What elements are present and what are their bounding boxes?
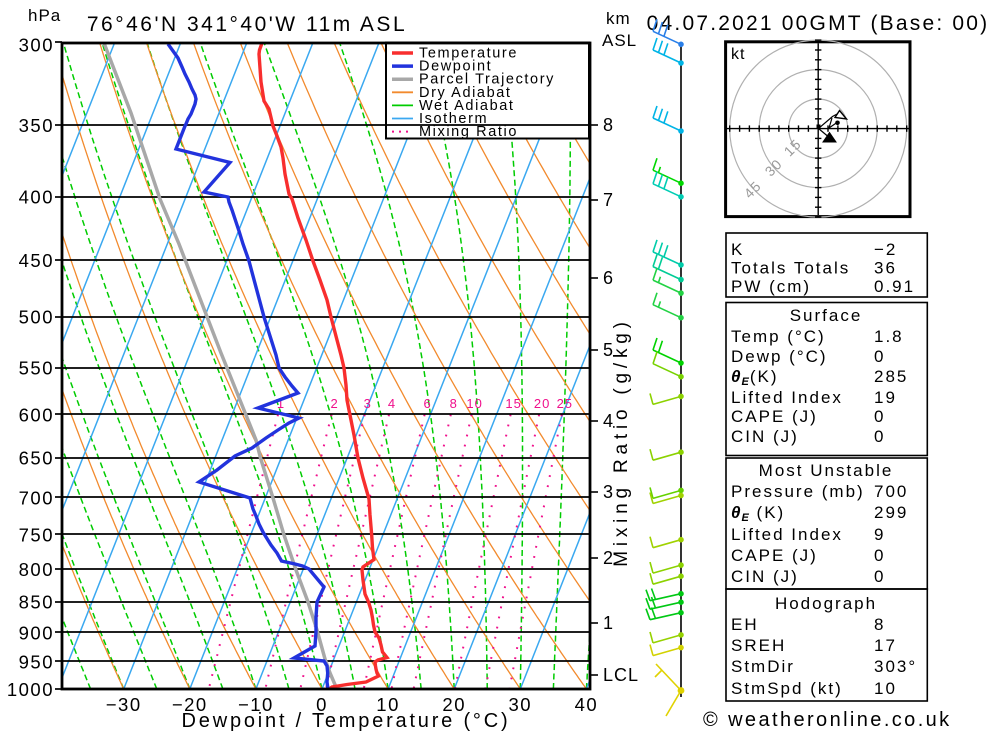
svg-text:Lifted Index: Lifted Index — [731, 388, 843, 407]
svg-text:PW (cm): PW (cm) — [731, 277, 811, 296]
svg-text:Temp (°C): Temp (°C) — [731, 327, 826, 346]
svg-text:500: 500 — [19, 307, 54, 328]
svg-text:8: 8 — [874, 615, 885, 634]
svg-text:Dewp (°C): Dewp (°C) — [731, 347, 828, 366]
svg-text:7: 7 — [603, 190, 614, 210]
svg-text:19: 19 — [874, 388, 897, 407]
svg-text:Parcel Trajectory: Parcel Trajectory — [419, 72, 555, 88]
svg-text:1: 1 — [603, 613, 614, 633]
svg-text:40: 40 — [575, 694, 599, 715]
svg-text:700: 700 — [19, 487, 54, 508]
svg-text:0: 0 — [874, 567, 885, 586]
svg-text:2: 2 — [330, 396, 338, 411]
svg-text:−30: −30 — [106, 694, 142, 715]
svg-text:Hodograph: Hodograph — [775, 594, 877, 613]
svg-text:SREH: SREH — [731, 636, 786, 655]
svg-text:1000: 1000 — [7, 679, 54, 700]
svg-text:Mixing Ratio: Mixing Ratio — [419, 124, 518, 140]
svg-text:K: K — [731, 240, 744, 259]
svg-text:800: 800 — [19, 559, 54, 580]
svg-text:8: 8 — [603, 115, 614, 135]
svg-text:0: 0 — [874, 427, 885, 446]
svg-text:600: 600 — [19, 405, 54, 426]
svg-text:15: 15 — [505, 396, 521, 411]
svg-text:Dry Adiabat: Dry Adiabat — [419, 85, 512, 101]
svg-text:θE (K): θE (K) — [731, 503, 785, 524]
svg-text:04.07.2021 00GMT (Base: 00): 04.07.2021 00GMT (Base: 00) — [647, 12, 990, 35]
svg-text:0: 0 — [874, 347, 885, 366]
svg-text:StmSpd (kt): StmSpd (kt) — [731, 679, 843, 698]
svg-text:0: 0 — [874, 407, 885, 426]
svg-text:850: 850 — [19, 592, 54, 613]
svg-text:Isotherm: Isotherm — [419, 111, 488, 127]
svg-text:Surface: Surface — [790, 306, 863, 325]
svg-text:10: 10 — [874, 679, 897, 698]
svg-text:36: 36 — [874, 259, 897, 278]
svg-text:8: 8 — [450, 396, 458, 411]
svg-text:3: 3 — [603, 482, 614, 502]
svg-text:950: 950 — [19, 651, 54, 672]
svg-text:6: 6 — [423, 396, 431, 411]
svg-text:900: 900 — [19, 622, 54, 643]
svg-text:© weatheronline.co.uk: © weatheronline.co.uk — [703, 709, 952, 731]
svg-text:285: 285 — [874, 367, 908, 386]
svg-text:CAPE (J): CAPE (J) — [731, 407, 818, 426]
svg-text:0: 0 — [316, 694, 328, 715]
svg-text:StmDir: StmDir — [731, 657, 795, 676]
svg-text:650: 650 — [19, 448, 54, 469]
svg-text:0: 0 — [874, 546, 885, 565]
svg-text:30: 30 — [509, 694, 533, 715]
svg-text:400: 400 — [19, 187, 54, 208]
svg-text:1: 1 — [277, 396, 285, 411]
svg-text:CAPE (J): CAPE (J) — [731, 546, 818, 565]
svg-text:10: 10 — [466, 396, 482, 411]
svg-text:17: 17 — [874, 636, 897, 655]
svg-text:4: 4 — [603, 411, 614, 431]
svg-text:700: 700 — [874, 482, 908, 501]
svg-text:−20: −20 — [172, 694, 208, 715]
svg-text:kt: kt — [731, 46, 745, 63]
svg-text:Wet Adiabat: Wet Adiabat — [419, 98, 515, 114]
svg-text:Dewpoint / Temperature (°C): Dewpoint / Temperature (°C) — [182, 710, 511, 732]
svg-text:450: 450 — [19, 250, 54, 271]
svg-text:−2: −2 — [874, 240, 897, 259]
svg-text:ASL: ASL — [602, 31, 637, 50]
svg-text:750: 750 — [19, 524, 54, 545]
svg-text:Totals Totals: Totals Totals — [731, 259, 850, 278]
svg-text:1.8: 1.8 — [874, 327, 904, 346]
svg-text:303°: 303° — [874, 657, 917, 676]
svg-text:0.91: 0.91 — [874, 277, 915, 296]
svg-text:EH: EH — [731, 615, 759, 634]
svg-text:Most Unstable: Most Unstable — [759, 461, 894, 480]
svg-text:LCL: LCL — [603, 665, 639, 685]
svg-text:20: 20 — [534, 396, 550, 411]
svg-text:4: 4 — [388, 396, 396, 411]
svg-text:CIN (J): CIN (J) — [731, 427, 799, 446]
svg-text:550: 550 — [19, 358, 54, 379]
svg-text:350: 350 — [19, 115, 54, 136]
svg-text:5: 5 — [603, 340, 614, 360]
svg-text:Mixing Ratio (g/kg): Mixing Ratio (g/kg) — [611, 317, 632, 567]
svg-text:θE(K): θE(K) — [731, 367, 779, 388]
svg-text:76°46'N 341°40'W 11m ASL: 76°46'N 341°40'W 11m ASL — [87, 13, 407, 36]
svg-text:9: 9 — [874, 525, 885, 544]
svg-text:6: 6 — [603, 268, 614, 288]
svg-text:Pressure (mb): Pressure (mb) — [731, 482, 865, 501]
svg-text:hPa: hPa — [28, 6, 61, 25]
svg-text:Lifted Index: Lifted Index — [731, 525, 843, 544]
svg-text:CIN (J): CIN (J) — [731, 567, 799, 586]
svg-text:300: 300 — [19, 35, 54, 56]
svg-text:3: 3 — [364, 396, 372, 411]
svg-text:Temperature: Temperature — [419, 46, 518, 62]
svg-text:km: km — [606, 9, 631, 28]
svg-text:299: 299 — [874, 503, 908, 522]
svg-text:Dewpoint: Dewpoint — [419, 59, 492, 75]
svg-text:20: 20 — [442, 694, 466, 715]
svg-text:10: 10 — [376, 694, 400, 715]
svg-text:−10: −10 — [238, 694, 274, 715]
svg-text:2: 2 — [603, 548, 614, 568]
svg-text:25: 25 — [557, 396, 573, 411]
